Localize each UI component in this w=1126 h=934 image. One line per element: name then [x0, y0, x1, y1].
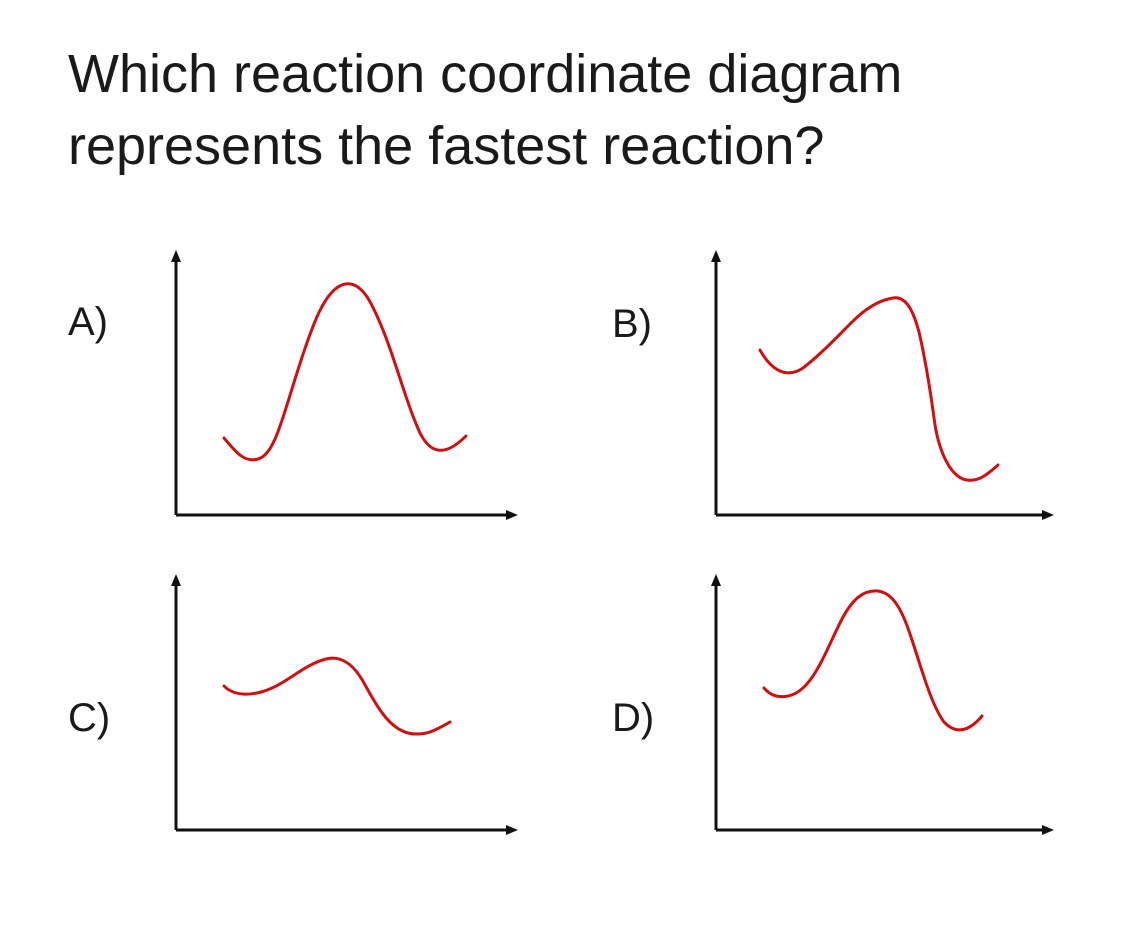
option-label-a: A): [68, 300, 108, 344]
panel-c-energy-curve: [222, 656, 452, 736]
panel-a[interactable]: [171, 250, 518, 520]
question-line-2: represents the fastest reaction?: [68, 116, 825, 176]
panel-a-y-arrow: [171, 250, 181, 262]
panel-b-energy-curve: [758, 296, 1000, 482]
panel-b-x-arrow: [1042, 510, 1054, 520]
panel-d-x-arrow: [1042, 825, 1054, 835]
panel-c-x-arrow: [506, 825, 518, 835]
panel-c-y-arrow: [171, 574, 181, 586]
option-label-b: B): [612, 302, 652, 346]
panel-a-energy-curve: [222, 282, 468, 462]
option-label-c: C): [68, 696, 111, 740]
panel-d-energy-curve: [762, 589, 984, 732]
panel-a-x-arrow: [506, 510, 518, 520]
panel-d-y-arrow: [711, 574, 721, 586]
panel-c[interactable]: [171, 574, 518, 835]
question-line-1: Which reaction coordinate diagram: [68, 44, 903, 104]
panel-b[interactable]: [711, 250, 1054, 520]
panel-d[interactable]: [711, 574, 1054, 835]
option-label-d: D): [612, 696, 655, 740]
panel-b-y-arrow: [711, 250, 721, 262]
question-text: Which reaction coordinate diagram repres…: [68, 38, 1088, 182]
